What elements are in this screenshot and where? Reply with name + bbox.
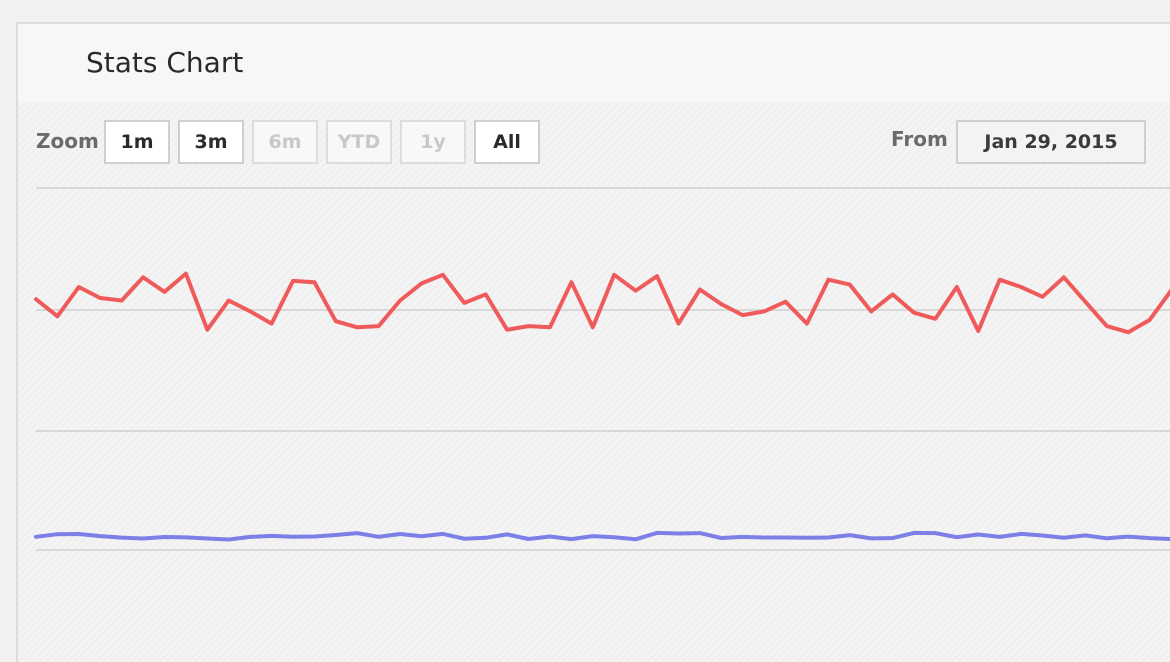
zoom-1y-button: 1y [400,120,466,164]
zoom-1m-button[interactable]: 1m [104,120,170,164]
series-line-1 [34,271,1170,335]
zoom-ytd-button: YTD [326,120,392,164]
zoom-all-button[interactable]: All [474,120,540,164]
series-line-2 [34,530,1170,542]
panel-header: Stats Chart [18,24,1170,102]
from-date-input[interactable]: Jan 29, 2015 [956,120,1146,164]
zoom-label: Zoom [36,129,99,153]
page-title: Stats Chart [86,46,244,79]
zoom-6m-button: 6m [252,120,318,164]
zoom-3m-button[interactable]: 3m [178,120,244,164]
chart-gridlines [36,187,1170,551]
chart-series-group [34,271,1170,542]
from-label: From [891,127,948,151]
